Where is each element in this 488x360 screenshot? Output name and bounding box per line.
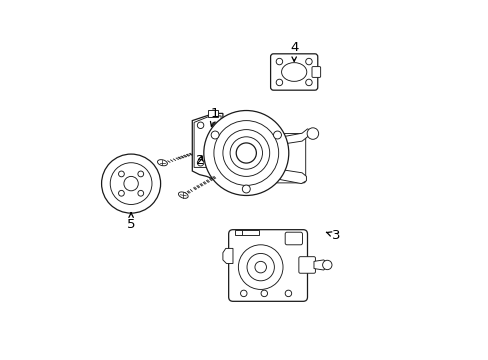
Circle shape bbox=[285, 290, 291, 297]
Circle shape bbox=[261, 290, 267, 297]
Polygon shape bbox=[241, 230, 258, 235]
Text: 5: 5 bbox=[126, 213, 135, 231]
Text: 2: 2 bbox=[196, 154, 204, 167]
Circle shape bbox=[276, 79, 282, 86]
FancyBboxPatch shape bbox=[285, 232, 302, 245]
FancyBboxPatch shape bbox=[311, 67, 320, 77]
Circle shape bbox=[305, 79, 311, 86]
Circle shape bbox=[118, 171, 124, 177]
Circle shape bbox=[322, 260, 331, 270]
Ellipse shape bbox=[157, 159, 167, 166]
Text: 4: 4 bbox=[289, 41, 298, 61]
FancyBboxPatch shape bbox=[298, 257, 315, 273]
Circle shape bbox=[240, 290, 246, 297]
Circle shape bbox=[305, 58, 311, 65]
Polygon shape bbox=[313, 260, 326, 270]
Circle shape bbox=[242, 185, 250, 193]
Circle shape bbox=[236, 143, 256, 163]
Polygon shape bbox=[223, 248, 232, 264]
Circle shape bbox=[118, 190, 124, 196]
Circle shape bbox=[211, 131, 219, 139]
FancyBboxPatch shape bbox=[228, 230, 307, 301]
Circle shape bbox=[254, 261, 266, 273]
Polygon shape bbox=[235, 230, 242, 235]
FancyBboxPatch shape bbox=[208, 110, 217, 117]
Circle shape bbox=[211, 122, 218, 129]
Text: 1: 1 bbox=[210, 107, 219, 126]
Circle shape bbox=[197, 159, 203, 166]
FancyBboxPatch shape bbox=[275, 134, 305, 183]
Ellipse shape bbox=[281, 63, 306, 81]
Circle shape bbox=[197, 122, 203, 129]
Circle shape bbox=[276, 58, 282, 65]
Circle shape bbox=[138, 171, 143, 177]
Polygon shape bbox=[278, 169, 306, 184]
Circle shape bbox=[306, 128, 318, 139]
Ellipse shape bbox=[178, 192, 188, 198]
Circle shape bbox=[203, 111, 288, 195]
Circle shape bbox=[102, 154, 160, 213]
Circle shape bbox=[238, 245, 283, 289]
Polygon shape bbox=[192, 113, 278, 182]
Polygon shape bbox=[194, 116, 230, 167]
Circle shape bbox=[138, 190, 143, 196]
FancyBboxPatch shape bbox=[270, 54, 317, 90]
Circle shape bbox=[110, 163, 152, 204]
Circle shape bbox=[273, 131, 281, 139]
Polygon shape bbox=[278, 129, 310, 145]
Circle shape bbox=[123, 176, 138, 191]
Circle shape bbox=[211, 159, 218, 166]
Circle shape bbox=[246, 253, 274, 281]
Text: 3: 3 bbox=[326, 229, 340, 242]
